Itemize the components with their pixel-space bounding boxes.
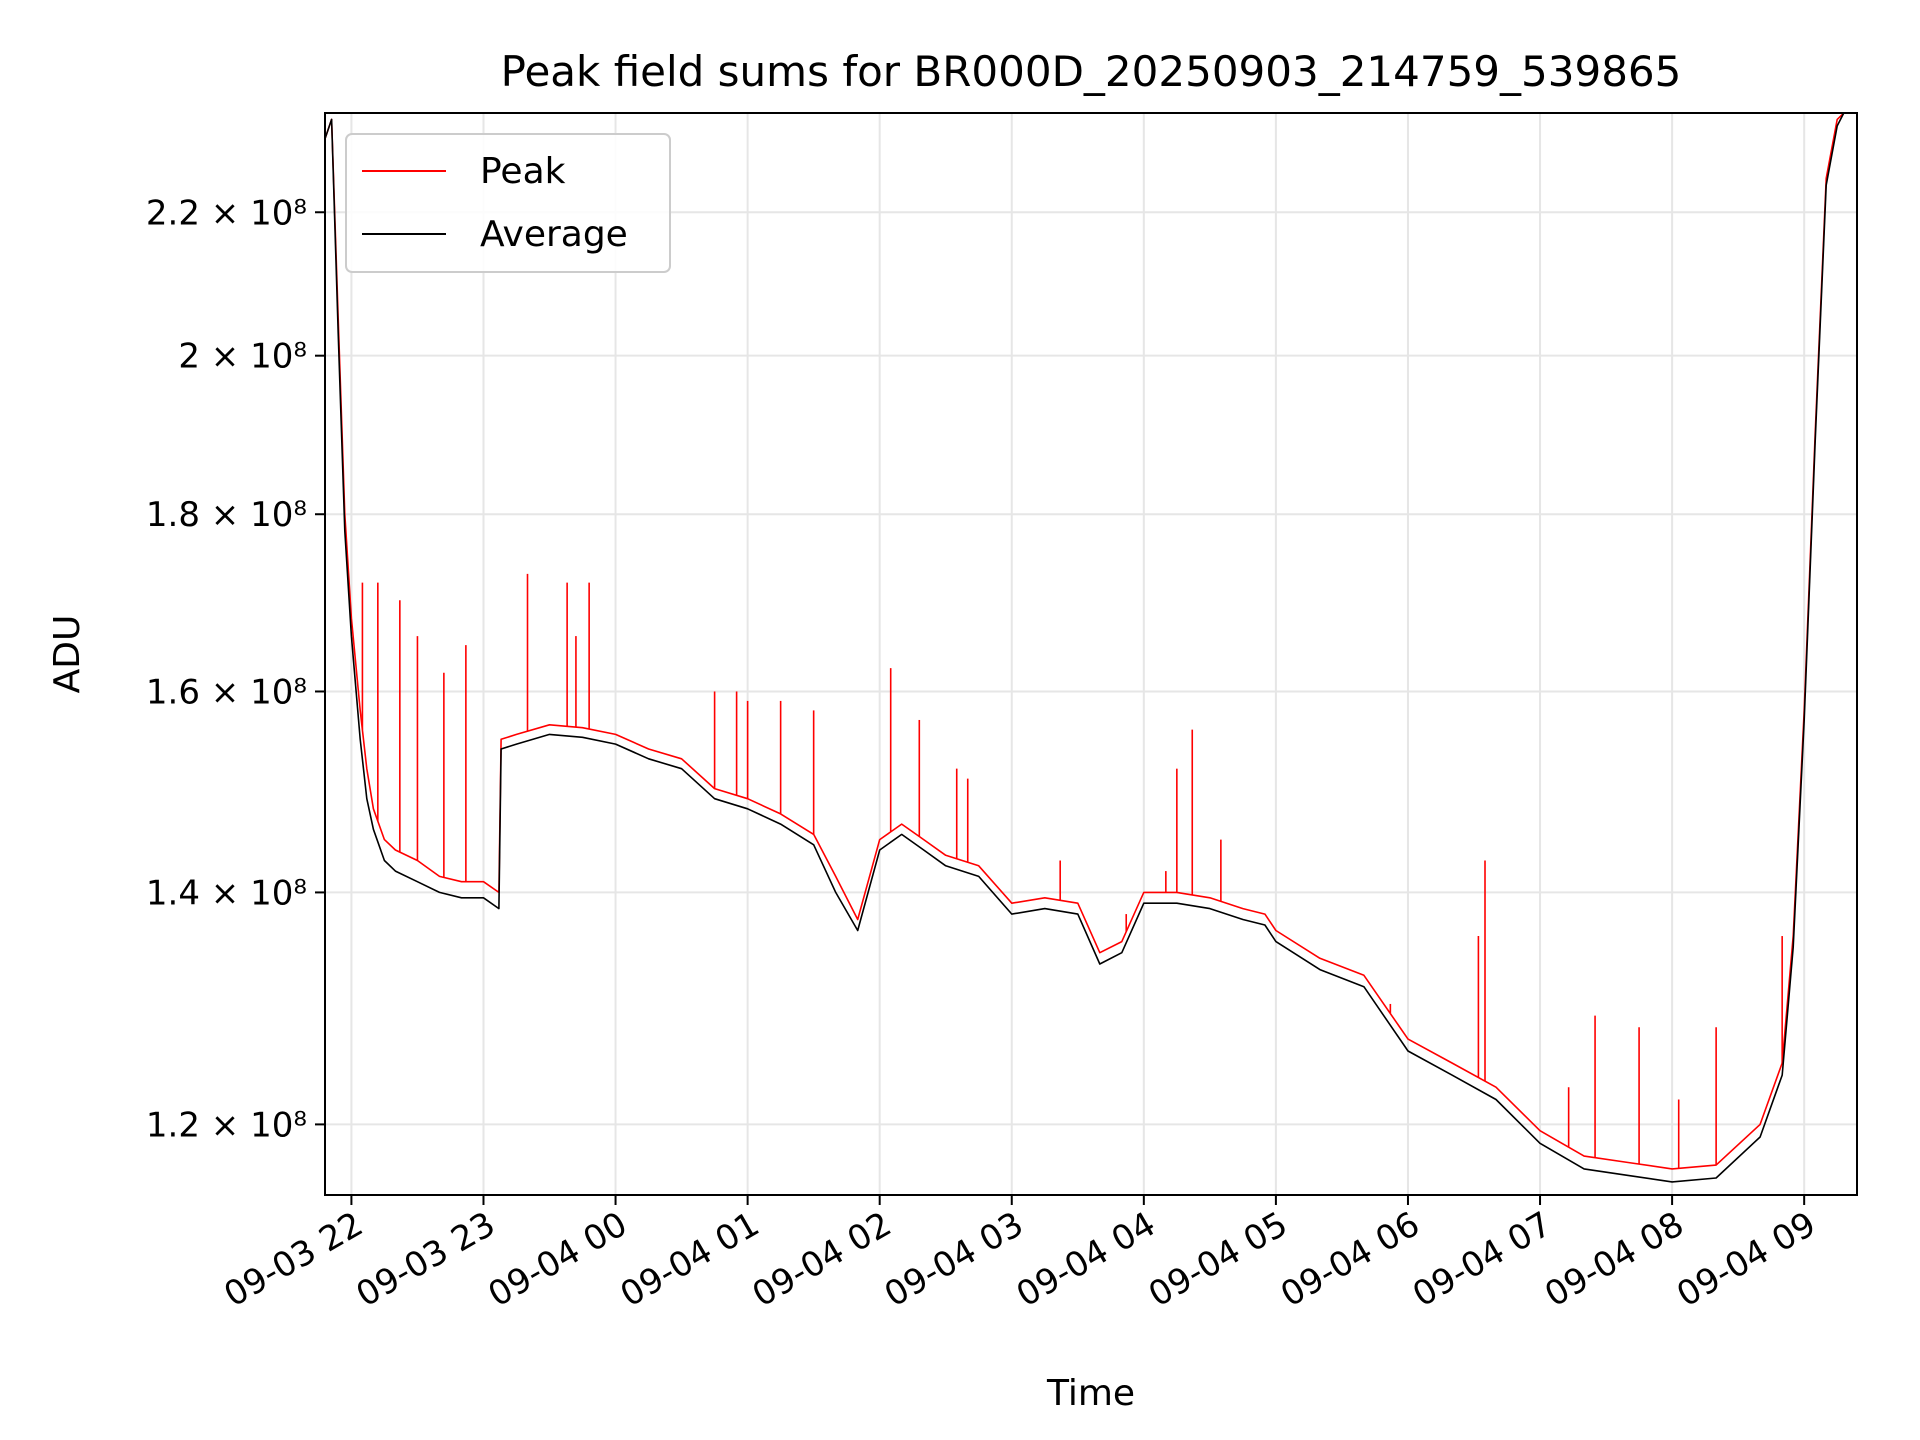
x-tick-label: 09-04 01: [614, 1204, 766, 1315]
plot-frame: [324, 112, 1858, 1196]
y-tick-label: 1.4 × 10⁸: [146, 873, 307, 913]
y-tick-layer: 1.2 × 10⁸ 1.4 × 10⁸ 1.6 × 10⁸ 1.8 × 10⁸ 2 × …: [146, 193, 325, 1145]
x-tick-label: 09-04 09: [1670, 1204, 1822, 1315]
x-tick-label: 09-04 08: [1538, 1204, 1690, 1315]
legend-label-peak: Peak: [480, 151, 566, 192]
y-tick-label: 1.2 × 10⁸: [146, 1105, 307, 1145]
series-layer: [325, 113, 1853, 1183]
series-line-peak: [325, 113, 1853, 1170]
legend-box: [345, 133, 671, 273]
grid-layer: [325, 113, 1857, 1195]
series-line-average: [325, 113, 1853, 1183]
y-tick-label: 1.6 × 10⁸: [146, 672, 307, 712]
x-axis-label: Time: [1046, 1373, 1135, 1414]
x-tick-label: 09-03 23: [350, 1204, 502, 1315]
x-tick-label: 09-04 02: [746, 1204, 898, 1315]
x-tick-label: 09-04 03: [878, 1204, 1030, 1315]
legend-label-average: Average: [480, 214, 628, 255]
chart-title: Peak field sums for BR000D_20250903_2147…: [501, 47, 1682, 96]
y-tick-label: 2 × 10⁸: [178, 337, 307, 377]
x-tick-label: 09-03 22: [218, 1204, 370, 1315]
y-tick-label: 1.8 × 10⁸: [146, 495, 307, 535]
y-tick-label: 2.2 × 10⁸: [146, 193, 307, 233]
x-tick-label: 09-04 07: [1406, 1204, 1558, 1315]
y-axis-label: ADU: [47, 615, 88, 694]
x-tick-label: 09-04 00: [482, 1204, 634, 1315]
legend: Peak Average: [345, 133, 671, 273]
x-tick-label: 09-04 05: [1142, 1204, 1294, 1315]
x-tick-label: 09-04 06: [1274, 1204, 1426, 1315]
x-tick-label: 09-04 04: [1010, 1204, 1162, 1315]
